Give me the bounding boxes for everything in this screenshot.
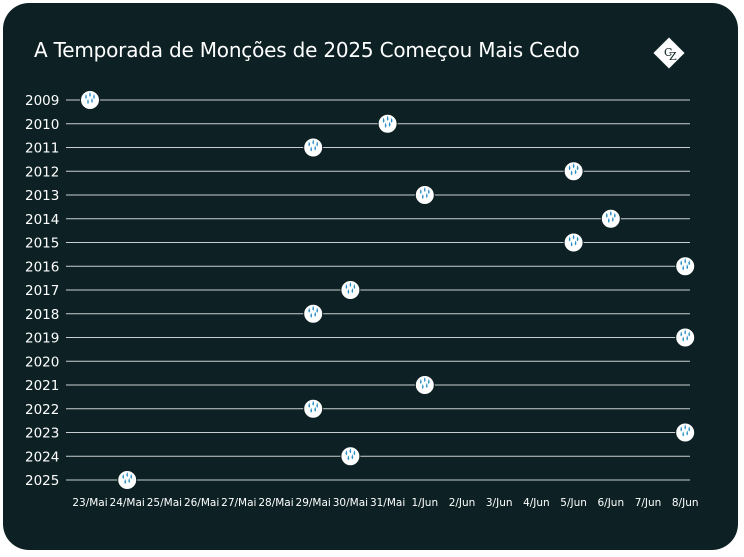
y-tick-label: 2023 bbox=[25, 426, 59, 442]
x-tick-label: 1/Jun bbox=[411, 497, 438, 509]
x-tick-label: 26/Mai bbox=[184, 497, 219, 509]
x-tick-label: 24/Mai bbox=[110, 497, 145, 509]
y-tick-label: 2021 bbox=[25, 378, 59, 394]
data-point-rain-drop-icon bbox=[340, 446, 361, 467]
data-point-rain-drop-icon bbox=[563, 161, 584, 182]
x-tick-label: 5/Jun bbox=[560, 497, 587, 509]
y-tick-label: 2012 bbox=[25, 164, 59, 180]
x-tick-label: 28/Mai bbox=[258, 497, 293, 509]
y-tick-label: 2015 bbox=[25, 236, 59, 252]
data-point-rain-drop-icon bbox=[80, 90, 100, 110]
data-point-rain-drop-icon bbox=[303, 303, 324, 324]
data-point-rain-drop-icon bbox=[675, 422, 696, 443]
data-point-rain-drop-icon bbox=[303, 137, 324, 158]
y-tick-label: 2010 bbox=[25, 117, 59, 133]
svg-text:Z: Z bbox=[669, 50, 677, 63]
y-tick-label: 2018 bbox=[25, 307, 59, 323]
y-tick-label: 2024 bbox=[25, 449, 59, 465]
y-tick-label: 2017 bbox=[25, 283, 59, 299]
x-tick-label: 29/Mai bbox=[296, 497, 331, 509]
x-tick-label: 23/Mai bbox=[72, 497, 107, 509]
data-point-rain-drop-icon bbox=[340, 280, 361, 300]
x-tick-label: 3/Jun bbox=[486, 497, 513, 509]
data-point-rain-drop-icon bbox=[117, 470, 138, 490]
data-point-rain-drop-icon bbox=[414, 375, 435, 395]
data-point-rain-drop-icon bbox=[675, 256, 696, 277]
chart-title: A Temporada de Monções de 2025 Começou M… bbox=[34, 38, 580, 62]
x-tick-label: 6/Jun bbox=[597, 497, 624, 509]
y-tick-label: 2016 bbox=[25, 259, 59, 275]
data-point-rain-drop-icon bbox=[303, 398, 324, 419]
x-tick-label: 2/Jun bbox=[449, 497, 476, 509]
y-tick-label: 2019 bbox=[25, 331, 59, 347]
chart-card bbox=[3, 3, 738, 550]
y-tick-label: 2014 bbox=[25, 212, 59, 228]
svg-text:C: C bbox=[664, 46, 672, 59]
x-tick-label: 30/Mai bbox=[333, 497, 368, 509]
y-tick-label: 2013 bbox=[25, 188, 59, 204]
x-tick-label: 25/Mai bbox=[147, 497, 182, 509]
x-tick-label: 31/Mai bbox=[370, 497, 405, 509]
y-tick-label: 2009 bbox=[25, 93, 59, 109]
y-tick-label: 2011 bbox=[25, 141, 59, 157]
y-tick-label: 2025 bbox=[25, 473, 59, 489]
data-point-rain-drop-icon bbox=[600, 208, 621, 229]
data-point-rain-drop-icon bbox=[414, 185, 435, 205]
data-point-rain-drop-icon bbox=[675, 327, 696, 348]
y-tick-label: 2020 bbox=[25, 354, 59, 370]
x-tick-label: 27/Mai bbox=[221, 497, 256, 509]
x-tick-label: 7/Jun bbox=[635, 497, 662, 509]
cz-diamond-logo-icon: C Z bbox=[653, 37, 685, 69]
data-point-rain-drop-icon bbox=[563, 232, 584, 253]
x-tick-label: 8/Jun bbox=[672, 497, 699, 509]
y-tick-label: 2022 bbox=[25, 402, 59, 418]
x-tick-label: 4/Jun bbox=[523, 497, 550, 509]
data-point-rain-drop-icon bbox=[377, 113, 398, 134]
